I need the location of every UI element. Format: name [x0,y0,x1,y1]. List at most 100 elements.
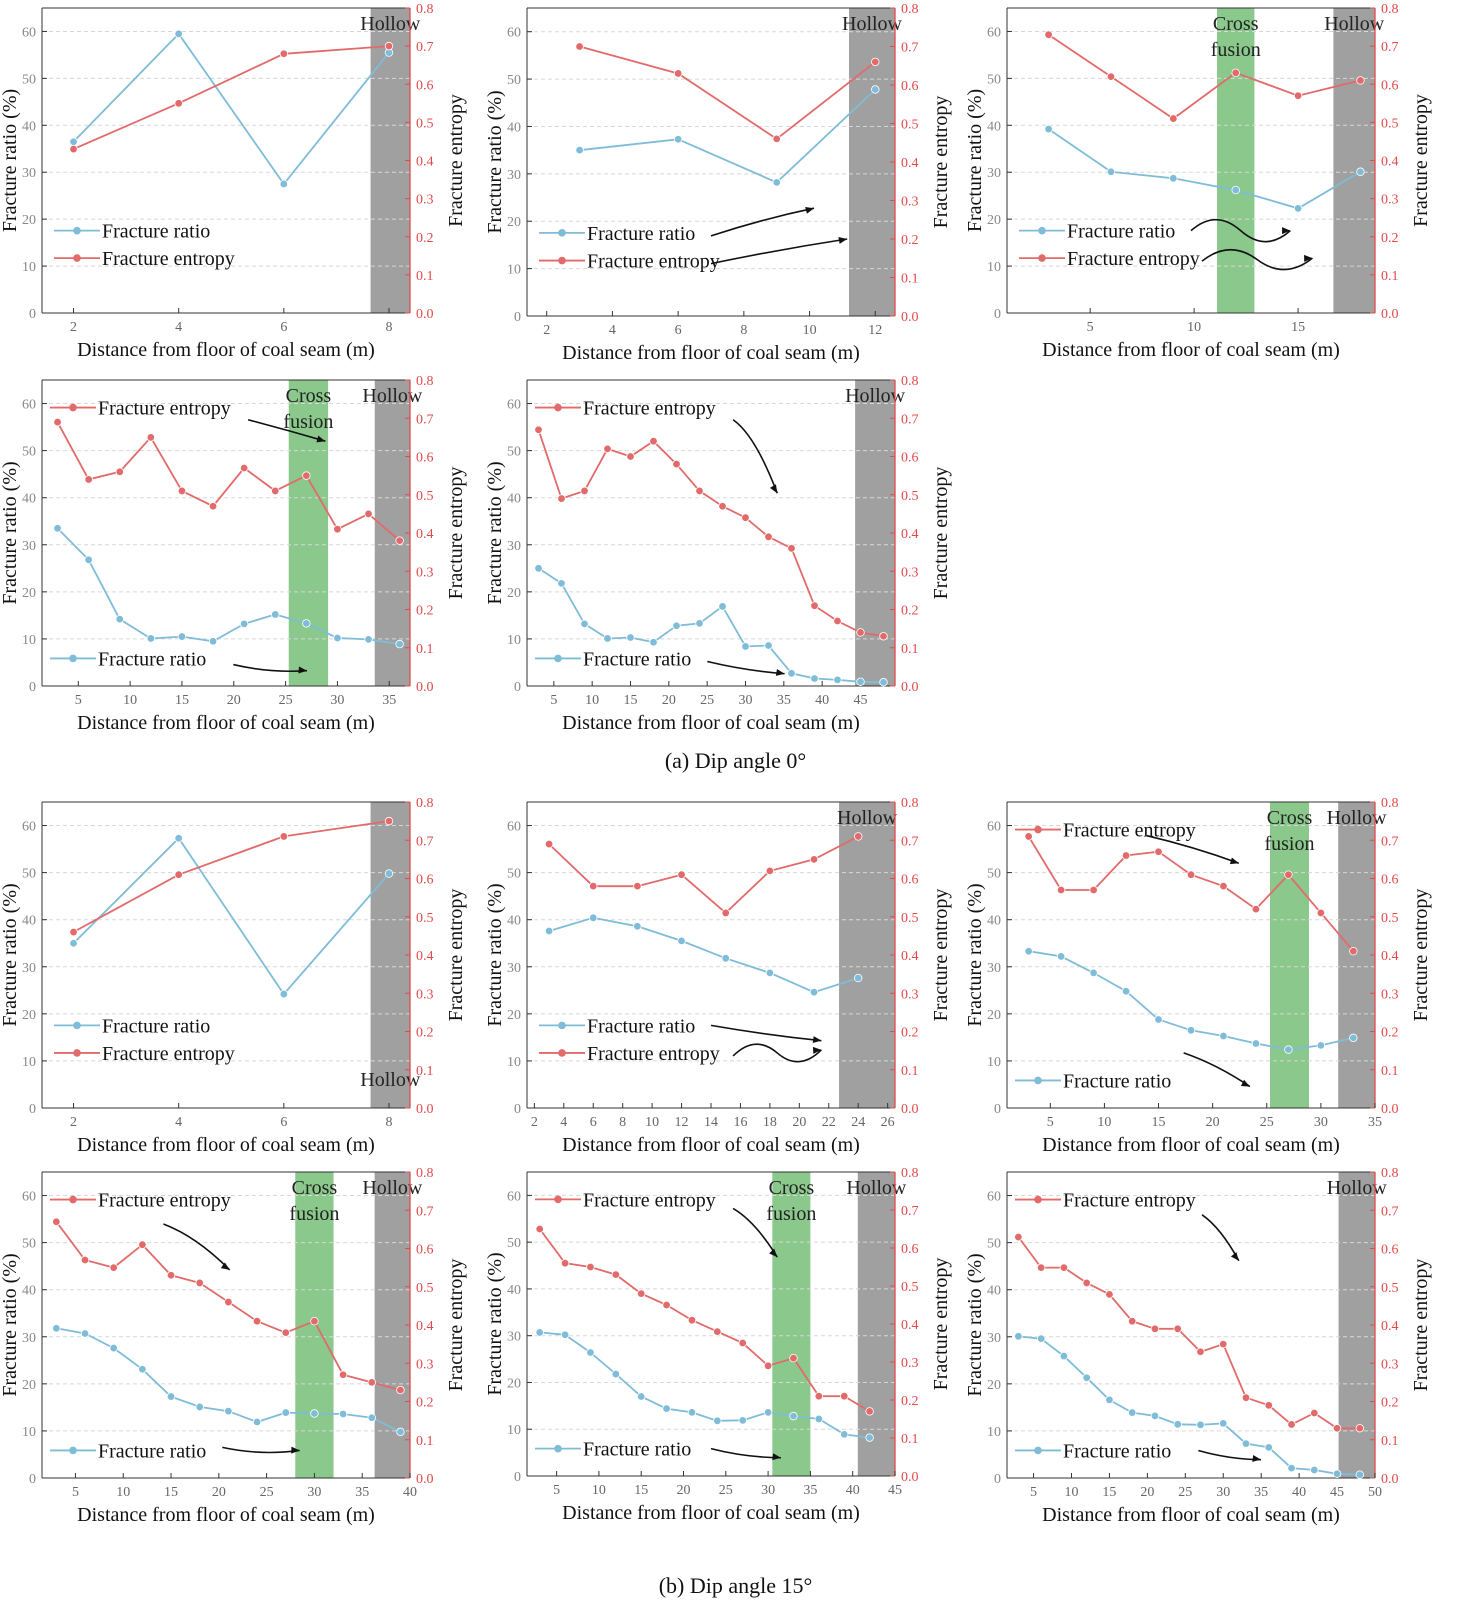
ratio-point [879,678,888,687]
legend-entropy-label: Fracture entropy [583,1189,716,1211]
entropy-point [1316,908,1326,918]
ratio-point [560,1330,570,1339]
y2-tick-label: 0.5 [1381,1281,1399,1296]
trend-arrowhead [220,1262,230,1270]
entropy-point [195,1278,204,1288]
x-tick-label: 2 [70,1115,77,1130]
cross-band-label: Cross [292,1177,338,1199]
ratio-point [589,913,598,923]
cross-band-label: fusion [766,1203,816,1225]
trend-arrow [222,1446,300,1454]
trend-arrow [1146,834,1240,864]
y2-tick-label: 0.1 [1381,1064,1399,1079]
x-tick-label: 45 [1330,1485,1344,1500]
y-tick-label: 10 [22,1055,36,1070]
x-tick-label: 4 [609,323,616,338]
ratio-series-line [56,1327,401,1433]
trend-arrowhead [775,669,785,676]
ratio-series-line [72,32,390,186]
ratio-point [1356,167,1365,176]
x-tick-label: 14 [704,1115,718,1130]
ratio-point [395,639,404,649]
y-tick-label: 10 [22,633,36,648]
y-tick-label: 50 [22,867,36,882]
legend-entropy-label: Fracture entropy [1063,820,1196,842]
y-tick-label: 30 [22,539,36,554]
y2-tick-label: 0.4 [1381,949,1399,964]
trend-arrow [732,1043,822,1063]
y2-tick-label: 0.7 [901,1204,919,1219]
entropy-point [338,1370,348,1379]
x-axis-label: Distance from floor of coal seam (m) [562,342,860,364]
entropy-point [662,1300,671,1310]
y-axis-label: Fracture ratio (%) [484,883,506,1026]
hollow-band-label: Hollow [846,1177,907,1199]
trend-arrowhead [1282,227,1291,235]
ratio-point [1196,1420,1205,1430]
ratio-point [80,1329,90,1338]
hollow-band-label: Hollow [1327,807,1388,829]
legend-entropy-label: Fracture entropy [98,1190,231,1212]
y-tick-label: 60 [987,820,1001,835]
ratio-point [1036,1334,1046,1343]
y2-tick-label: 0.3 [1381,987,1399,1002]
ratio-point [535,1328,544,1337]
trend-arrowhead [769,1248,778,1258]
ratio-point [787,669,796,678]
ratio-point [281,1408,290,1417]
ratio-point [1150,1411,1160,1421]
entropy-point [589,881,598,891]
y2-tick-label: 0.8 [416,796,434,811]
ratio-point [854,973,863,983]
ratio-point [1121,987,1131,996]
x-tick-label: 30 [1216,1485,1230,1500]
y-tick-label: 50 [22,445,36,460]
y2-tick-label: 0.4 [1381,155,1399,170]
ratio-point [1056,952,1066,961]
y2-tick-label: 0.0 [1381,307,1399,322]
x-axis-label: Distance from floor of coal seam (m) [562,1134,860,1156]
ratio-point [1251,1039,1261,1048]
y2-tick-label: 0.3 [1381,193,1399,208]
y2-tick-label: 0.8 [901,2,919,17]
ratio-point [239,619,249,629]
y-tick-label: 0 [514,310,521,325]
entropy-point [53,417,62,427]
trend-arrowhead [291,1446,300,1454]
x-tick-label: 10 [585,693,599,708]
y2-tick-label: 0.0 [1381,1472,1399,1487]
legend-entropy-label: Fracture entropy [1063,1190,1196,1212]
chart-panel-4: Cross fusion Hollow 0 10 20 30 40 50 60 0.0 0.1 0.2 0… [0,374,467,734]
ratio-series-line [579,88,876,184]
entropy-point [833,616,842,626]
entropy-series-line [548,835,859,915]
ratio-point [687,1408,697,1417]
cross-band [772,1172,811,1476]
trend-arrowhead [1304,254,1313,262]
legend-ratio-marker [558,1021,566,1030]
trend-arrowhead [316,435,326,443]
cross-band-label: fusion [1264,833,1314,855]
y2-tick-label: 0.4 [901,1318,919,1333]
x-tick-label: 10 [1064,1485,1078,1500]
x-tick-label: 35 [777,693,791,708]
y-tick-label: 0 [29,1102,36,1117]
x-tick-label: 10 [116,1485,130,1500]
ratio-point [772,178,781,187]
x-tick-label: 30 [761,1483,775,1498]
y-tick-label: 20 [22,1008,36,1023]
y2-tick-label: 0.0 [901,1102,919,1117]
y-tick-label: 40 [507,1283,521,1298]
y-tick-label: 40 [987,119,1001,134]
entropy-point [279,49,289,58]
y2-tick-label: 0.4 [901,949,919,964]
y-tick-label: 0 [994,1472,1001,1487]
entropy-point [586,1262,595,1272]
y2-tick-label: 0.4 [416,155,434,170]
ratio-point [856,677,865,686]
y2-tick-label: 0.2 [901,233,919,248]
entropy-point [208,502,218,511]
legend-ratio-marker [558,229,566,237]
y2-tick-label: 0.5 [416,911,434,926]
